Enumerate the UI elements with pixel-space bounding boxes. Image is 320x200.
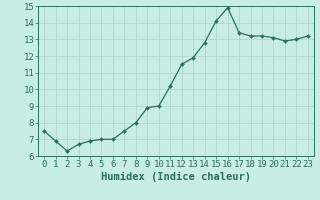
X-axis label: Humidex (Indice chaleur): Humidex (Indice chaleur) [101, 172, 251, 182]
